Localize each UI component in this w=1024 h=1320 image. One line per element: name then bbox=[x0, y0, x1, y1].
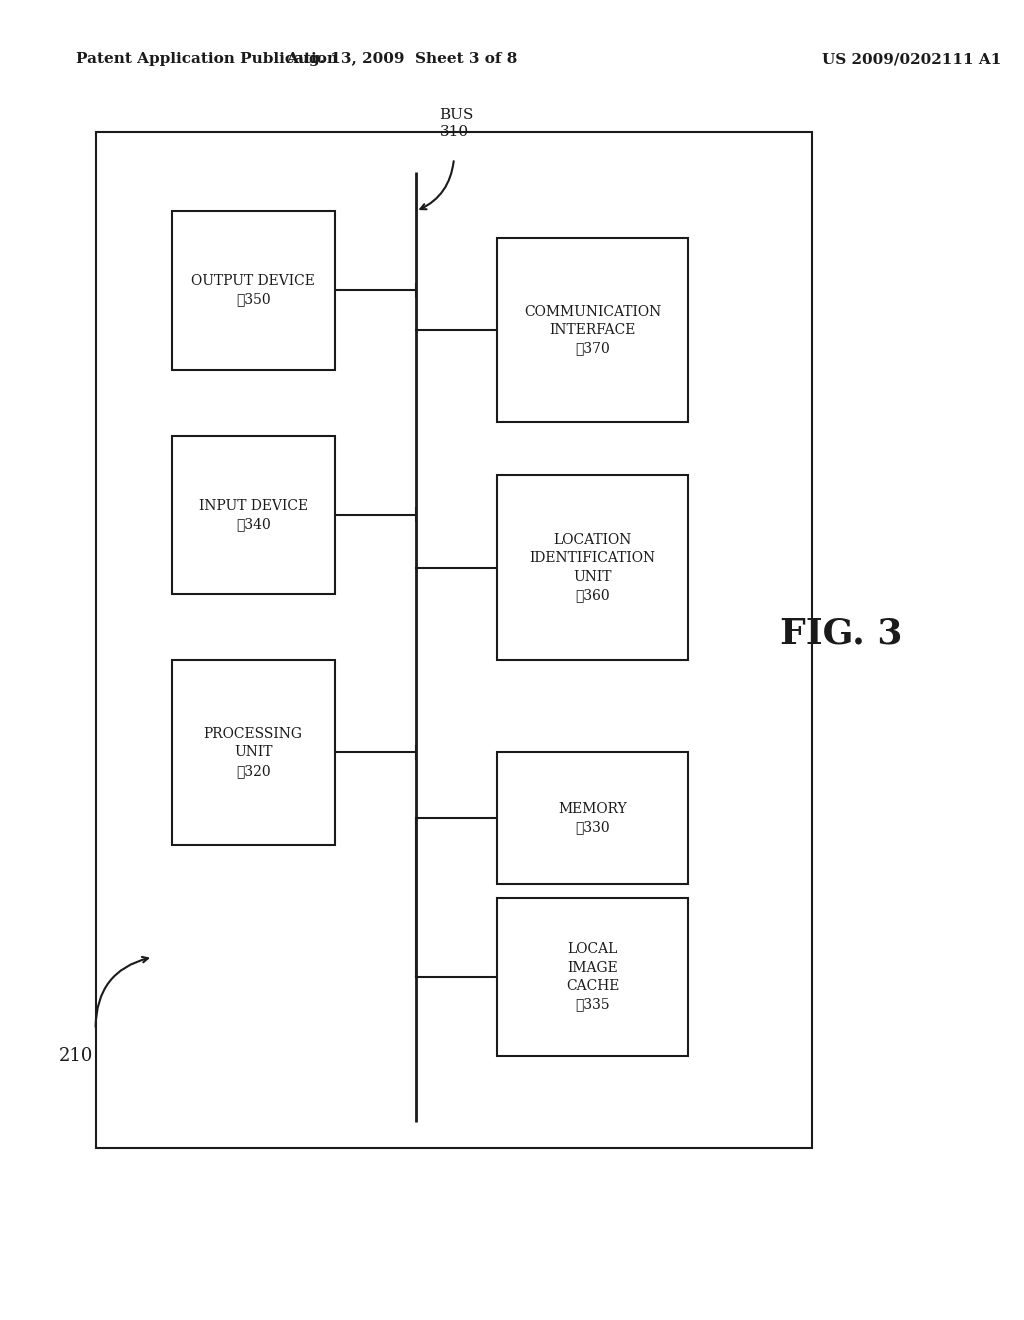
Text: LOCAL
IMAGE
CACHE
͟335: LOCAL IMAGE CACHE ͟335 bbox=[566, 942, 620, 1011]
FancyBboxPatch shape bbox=[497, 752, 688, 884]
Text: 210: 210 bbox=[59, 1047, 93, 1065]
Text: US 2009/0202111 A1: US 2009/0202111 A1 bbox=[822, 53, 1001, 66]
FancyBboxPatch shape bbox=[172, 211, 335, 370]
FancyBboxPatch shape bbox=[172, 660, 335, 845]
Text: OUTPUT DEVICE
͟350: OUTPUT DEVICE ͟350 bbox=[191, 275, 315, 306]
Text: COMMUNICATION
INTERFACE
͟370: COMMUNICATION INTERFACE ͟370 bbox=[524, 305, 662, 355]
FancyBboxPatch shape bbox=[497, 475, 688, 660]
Text: FIG. 3: FIG. 3 bbox=[780, 616, 902, 651]
FancyBboxPatch shape bbox=[497, 898, 688, 1056]
FancyBboxPatch shape bbox=[172, 436, 335, 594]
Text: LOCATION
IDENTIFICATION
UNIT
͟360: LOCATION IDENTIFICATION UNIT ͟360 bbox=[529, 533, 655, 602]
Text: MEMORY
͟330: MEMORY ͟330 bbox=[558, 803, 627, 834]
Text: BUS
310: BUS 310 bbox=[439, 108, 474, 139]
Text: Patent Application Publication: Patent Application Publication bbox=[77, 53, 339, 66]
Text: Aug. 13, 2009  Sheet 3 of 8: Aug. 13, 2009 Sheet 3 of 8 bbox=[286, 53, 517, 66]
FancyBboxPatch shape bbox=[497, 238, 688, 422]
Text: PROCESSING
UNIT
͟320: PROCESSING UNIT ͟320 bbox=[204, 727, 303, 777]
Text: INPUT DEVICE
͟340: INPUT DEVICE ͟340 bbox=[199, 499, 308, 531]
